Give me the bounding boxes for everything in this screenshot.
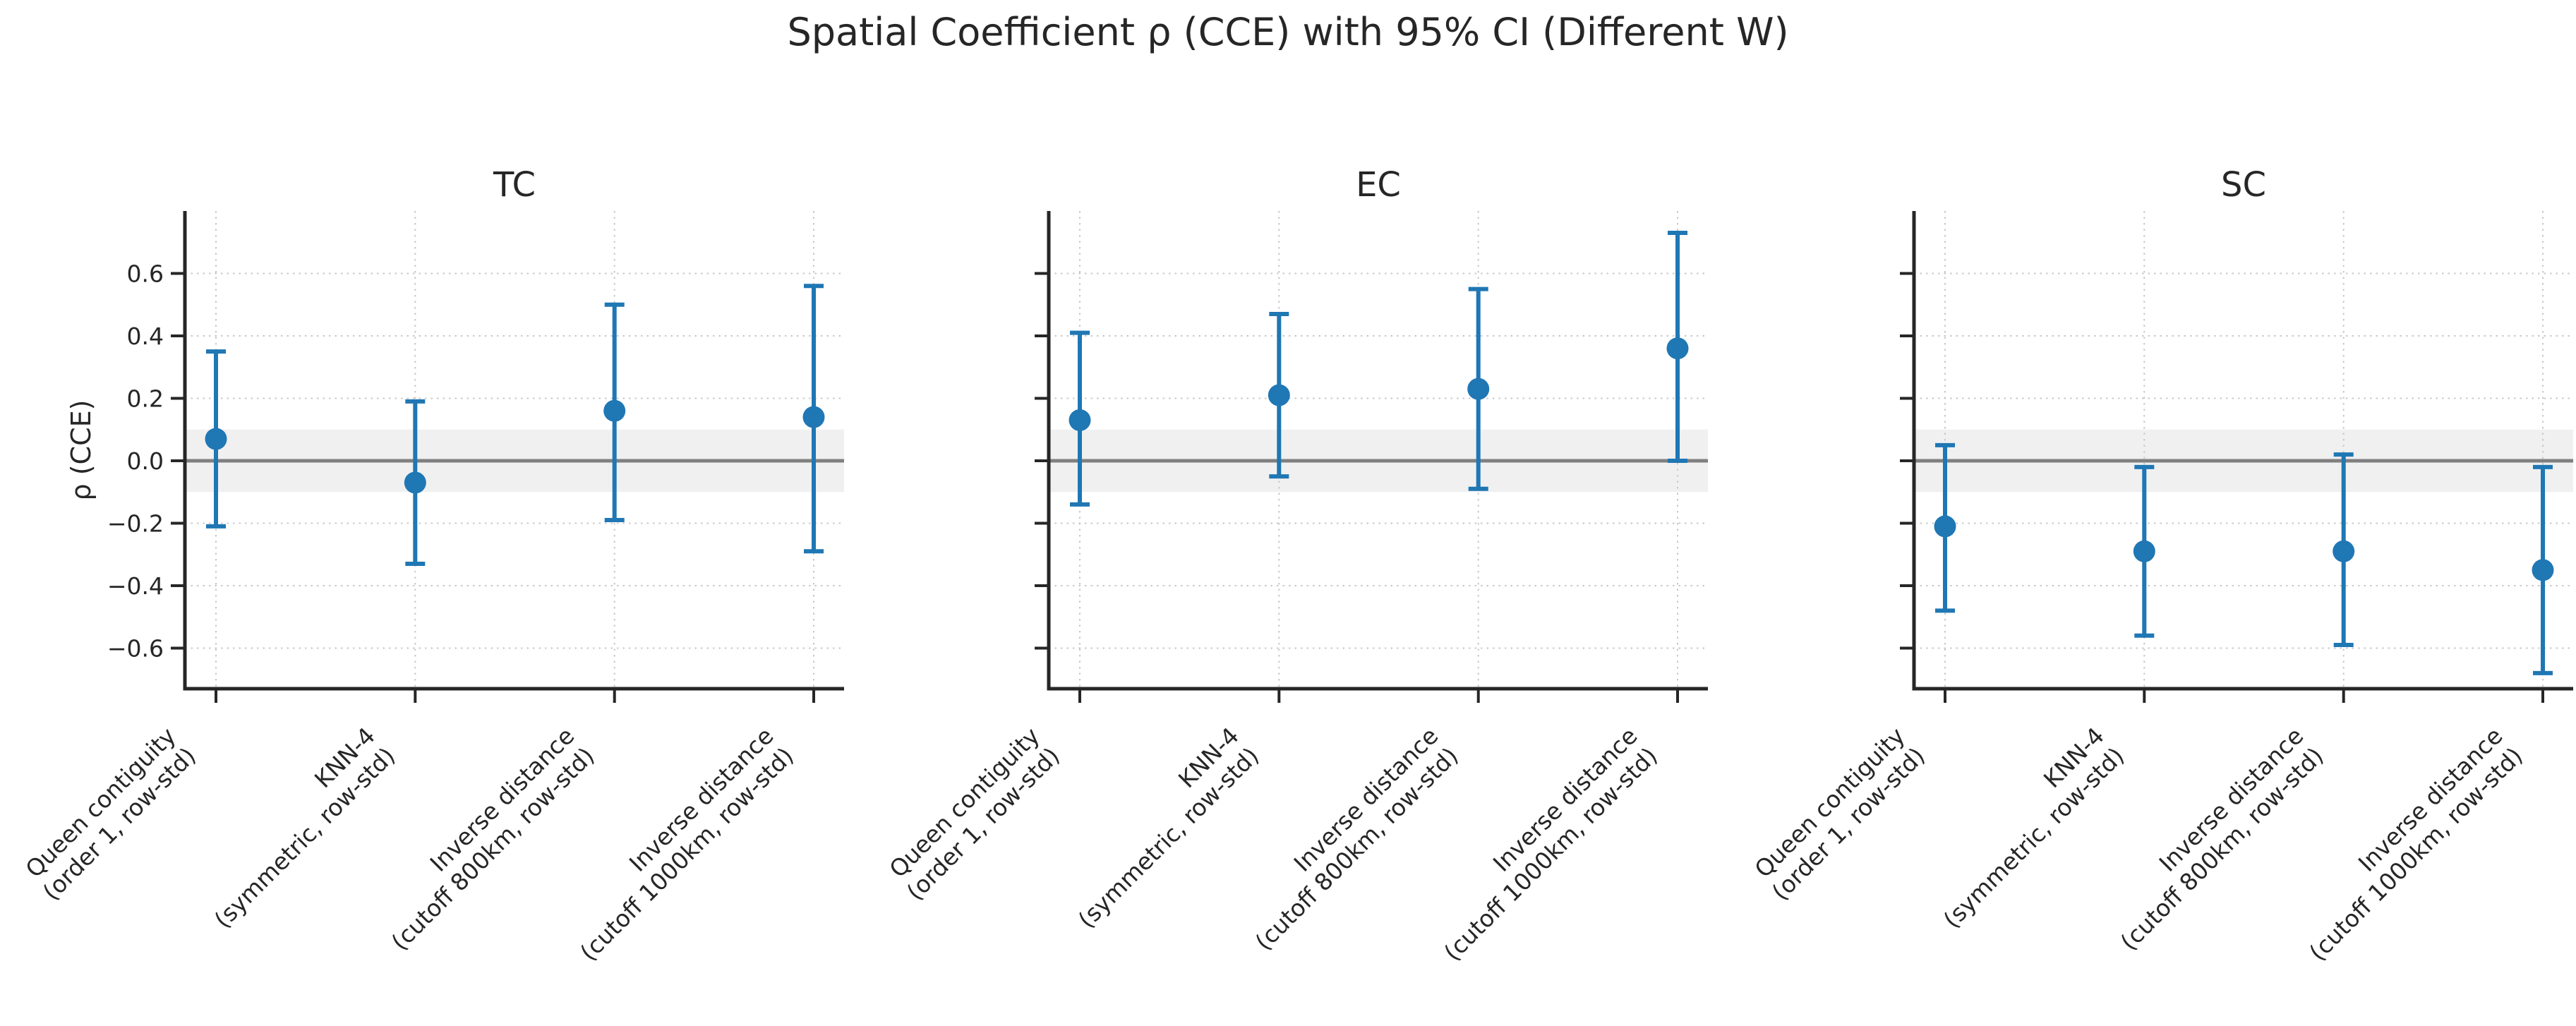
point-estimate bbox=[603, 399, 626, 422]
point-estimate bbox=[404, 471, 426, 494]
y-tick-label: −0.4 bbox=[107, 572, 164, 600]
point-estimate bbox=[2133, 540, 2155, 562]
point-estimate bbox=[205, 428, 227, 450]
panels-group: 0.6 0.4 0.2 0.0 −0.2 −0.4 −0.6 Queen contiguity… bbox=[18, 165, 2573, 966]
y-tick-label: 0.2 bbox=[127, 385, 164, 412]
x-tick-label-line2: (cutoff 800km, row-std) bbox=[1250, 742, 1464, 955]
point-estimate bbox=[1069, 409, 1091, 431]
x-tick-label-line2: (symmetric, row-std) bbox=[1073, 742, 1264, 933]
x-tick-label-line2: (symmetric, row-std) bbox=[209, 742, 400, 933]
x-tick-label-line2: (cutoff 1000km, row-std) bbox=[1438, 742, 1663, 966]
x-tick-label: Inverse distance(cutoff 800km, row-std) bbox=[1229, 722, 1463, 955]
x-tick-label: Queen contiguity(order 1, row-std) bbox=[18, 722, 201, 905]
panel-title: SC bbox=[2221, 165, 2266, 205]
x-tick-label-line2: (cutoff 1000km, row-std) bbox=[2304, 742, 2528, 966]
x-tick-label: KNN-4(symmetric, row-std) bbox=[1053, 722, 1265, 934]
y-tick-label: 0.0 bbox=[127, 447, 164, 475]
x-tick-label-line2: (symmetric, row-std) bbox=[1938, 742, 2129, 933]
x-tick-label: Inverse distance(cutoff 800km, row-std) bbox=[366, 722, 599, 955]
point-estimate bbox=[2532, 559, 2554, 581]
point-estimate bbox=[1666, 337, 1689, 360]
point-estimate bbox=[2333, 540, 2355, 562]
panel-EC: Queen contiguity(order 1, row-std) KNN-4(… bbox=[881, 165, 1708, 966]
x-tick-label-line2: (cutoff 800km, row-std) bbox=[2115, 742, 2329, 955]
x-tick-label-line2: (cutoff 800km, row-std) bbox=[386, 742, 600, 955]
x-tick-label: Queen contiguity(order 1, row-std) bbox=[1747, 722, 1930, 905]
panel-SC: Queen contiguity(order 1, row-std) KNN-4(… bbox=[1747, 165, 2573, 966]
point-estimate bbox=[1268, 384, 1290, 406]
y-axis-label: ρ (CCE) bbox=[66, 400, 97, 501]
y-tick-label: −0.6 bbox=[107, 634, 164, 662]
x-tick-label: KNN-4(symmetric, row-std) bbox=[1918, 722, 2130, 934]
point-estimate bbox=[1467, 378, 1490, 400]
figure-title: Spatial Coefficient ρ (CCE) with 95% CI … bbox=[787, 10, 1788, 54]
y-tick-label: −0.2 bbox=[107, 509, 164, 537]
panel-title: TC bbox=[493, 165, 536, 205]
panel-title: EC bbox=[1356, 165, 1401, 205]
y-tick-label: 0.6 bbox=[127, 260, 164, 287]
x-tick-label: Queen contiguity(order 1, row-std) bbox=[881, 722, 1065, 905]
point-estimate bbox=[1934, 515, 1956, 538]
x-tick-label: KNN-4(symmetric, row-std) bbox=[189, 722, 401, 934]
point-estimate bbox=[802, 406, 825, 428]
x-tick-label: Inverse distance(cutoff 800km, row-std) bbox=[2095, 722, 2328, 955]
y-tick-label: 0.4 bbox=[127, 322, 164, 350]
panel-TC: 0.6 0.4 0.2 0.0 −0.2 −0.4 −0.6 Queen contiguity… bbox=[18, 165, 844, 966]
x-tick-label-line2: (cutoff 1000km, row-std) bbox=[574, 742, 799, 966]
